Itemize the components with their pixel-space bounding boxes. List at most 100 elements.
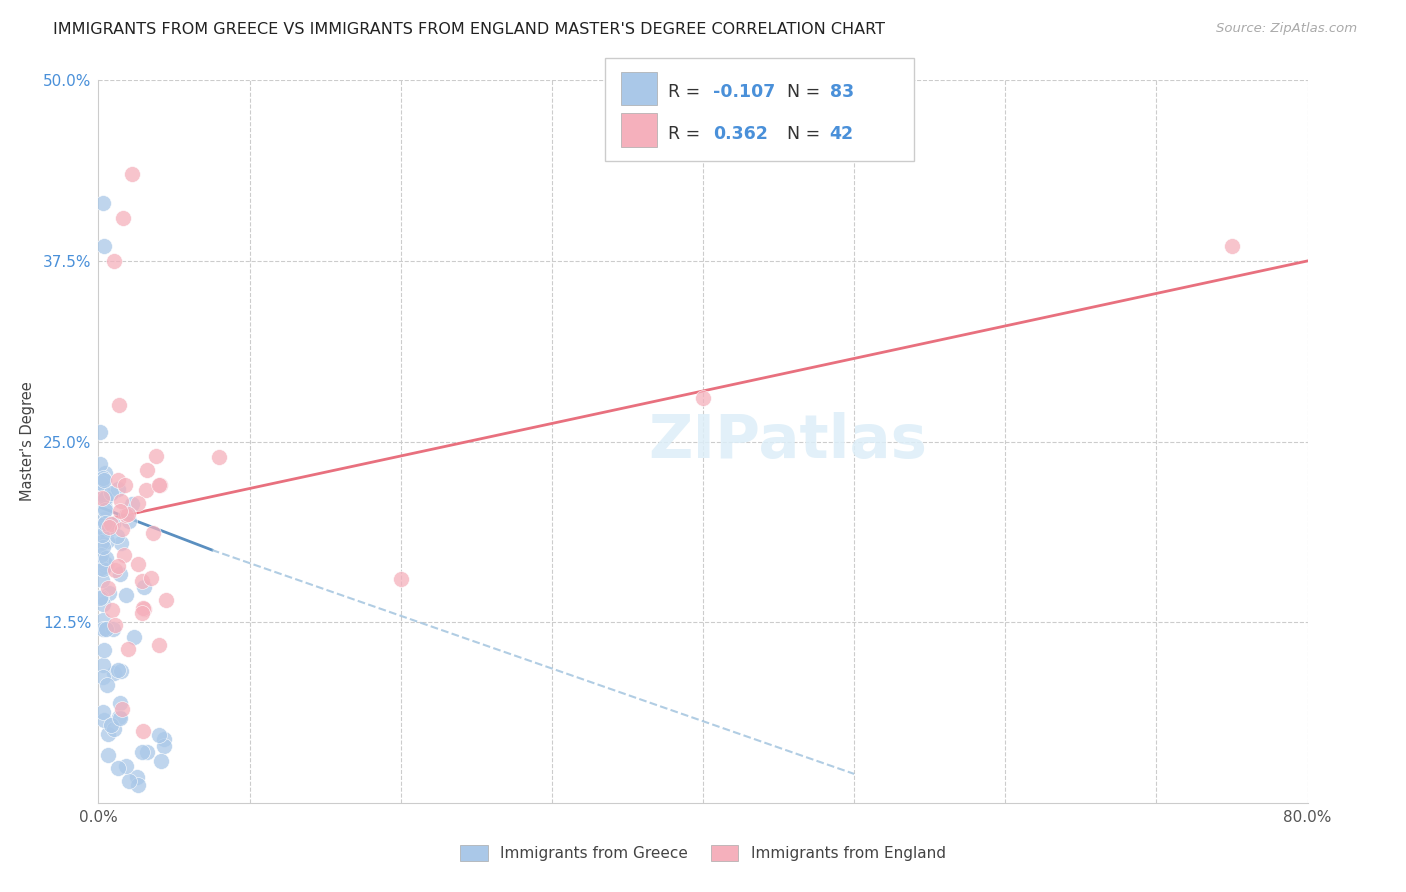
Point: [110, 494, 132, 508]
Point: [94, 623, 117, 637]
Point: [114, 478, 136, 492]
Point: [97, 520, 120, 534]
Point: [94, 491, 117, 505]
Point: [389, 572, 412, 586]
Point: [103, 253, 125, 268]
Legend: Immigrants from Greece, Immigrants from England: Immigrants from Greece, Immigrants from …: [454, 839, 952, 867]
Point: [93, 642, 115, 657]
Point: [108, 710, 131, 724]
Point: [90, 520, 112, 534]
Point: [121, 497, 143, 511]
Point: [108, 398, 131, 412]
Point: [98, 586, 121, 600]
Point: [139, 571, 162, 585]
Point: [117, 514, 139, 528]
Point: [127, 778, 149, 792]
Point: [107, 663, 129, 677]
Point: [91, 613, 114, 627]
Point: [94, 556, 117, 570]
Point: [148, 478, 170, 492]
Point: [1220, 239, 1243, 253]
Point: [91, 471, 114, 485]
Point: [90, 574, 112, 588]
Point: [93, 517, 115, 532]
Point: [101, 517, 124, 532]
Point: [692, 391, 714, 405]
Point: [132, 723, 155, 738]
Point: [110, 536, 132, 550]
Text: 0.362: 0.362: [713, 125, 768, 143]
Point: [89, 475, 111, 490]
Point: [91, 196, 114, 211]
Text: N =: N =: [787, 125, 827, 143]
Point: [114, 589, 136, 603]
Point: [111, 523, 134, 537]
Point: [94, 501, 117, 516]
Y-axis label: Master's Degree: Master's Degree: [20, 382, 35, 501]
Point: [89, 591, 111, 606]
Point: [90, 474, 112, 488]
Point: [121, 167, 143, 181]
Point: [90, 561, 112, 575]
Point: [91, 562, 114, 576]
Point: [111, 702, 134, 716]
Point: [103, 665, 125, 680]
Point: [117, 773, 139, 788]
Point: [91, 528, 114, 542]
Point: [90, 549, 112, 563]
Point: [94, 558, 117, 573]
Point: [107, 559, 129, 574]
Point: [112, 548, 135, 562]
Point: [94, 502, 117, 516]
Point: [131, 745, 153, 759]
Text: IMMIGRANTS FROM GREECE VS IMMIGRANTS FROM ENGLAND MASTER'S DEGREE CORRELATION CH: IMMIGRANTS FROM GREECE VS IMMIGRANTS FRO…: [53, 22, 886, 37]
Point: [132, 601, 155, 615]
Point: [142, 525, 165, 540]
Point: [136, 745, 159, 759]
Point: [108, 711, 131, 725]
Point: [114, 508, 136, 523]
Point: [94, 623, 117, 637]
Point: [122, 630, 145, 644]
Point: [93, 239, 115, 253]
Point: [91, 471, 114, 485]
Point: [93, 522, 115, 536]
Point: [136, 463, 159, 477]
Point: [117, 507, 139, 521]
Point: [89, 457, 111, 471]
Point: [91, 541, 114, 555]
Point: [131, 574, 153, 589]
Point: [101, 623, 124, 637]
Point: [104, 617, 127, 632]
Point: [110, 664, 132, 678]
Point: [135, 483, 157, 497]
Point: [96, 534, 118, 549]
Point: [148, 728, 170, 742]
Text: -0.107: -0.107: [713, 83, 775, 101]
Point: [153, 739, 176, 754]
Point: [97, 747, 120, 762]
Point: [105, 529, 128, 543]
Point: [127, 496, 149, 510]
Point: [90, 590, 112, 604]
Text: R =: R =: [668, 83, 706, 101]
Point: [107, 473, 129, 487]
Point: [145, 449, 167, 463]
Point: [94, 486, 117, 500]
Point: [97, 727, 120, 741]
Point: [208, 450, 231, 464]
Point: [127, 558, 149, 572]
Point: [149, 478, 172, 492]
Point: [94, 491, 117, 505]
Point: [104, 563, 127, 577]
Point: [91, 623, 114, 637]
Point: [111, 211, 134, 225]
Point: [132, 601, 155, 615]
Point: [148, 639, 170, 653]
Point: [153, 731, 176, 746]
Point: [91, 658, 114, 673]
Point: [107, 761, 129, 775]
Point: [103, 722, 125, 736]
Point: [114, 759, 136, 773]
Text: 42: 42: [830, 125, 853, 143]
